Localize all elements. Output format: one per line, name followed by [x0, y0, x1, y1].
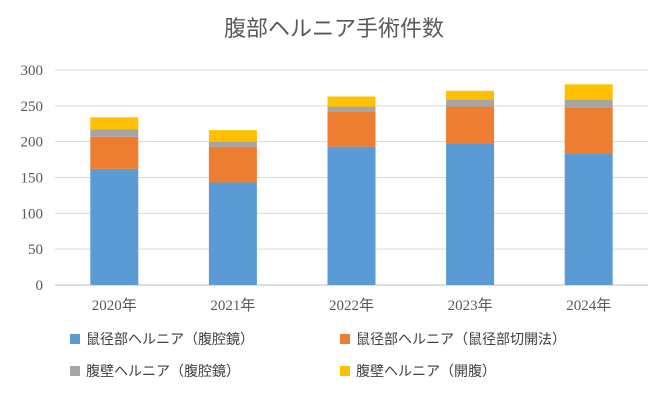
bar-segment — [446, 99, 495, 107]
legend-item: 腹壁ヘルニア（開腹） — [340, 363, 496, 380]
bar-segment — [208, 130, 257, 142]
x-tick-label: 2020年 — [92, 297, 137, 314]
x-tick-label: 2023年 — [448, 297, 493, 314]
bar-segment — [446, 143, 495, 285]
bar-segment — [564, 153, 613, 285]
bar-segment — [446, 106, 495, 144]
bar-segment — [327, 111, 376, 147]
bar-segment — [564, 99, 613, 108]
legend-label: 腹壁ヘルニア（腹腔鏡） — [86, 363, 240, 380]
x-tick-label: 2024年 — [566, 297, 611, 314]
bar-segment — [208, 146, 257, 183]
chart-title: 腹部ヘルニア手術件数 — [224, 17, 444, 42]
bar-segment — [327, 146, 376, 285]
bar-segment — [564, 84, 613, 100]
y-axis-ticks: 0 50 100 150 200 250 300 — [21, 63, 44, 294]
legend-label: 鼠径部ヘルニア（腹腔鏡） — [86, 331, 254, 348]
y-tick-label: 200 — [21, 135, 44, 151]
legend: 鼠径部ヘルニア（腹腔鏡） 鼠径部ヘルニア（鼠径部切開法） 腹壁ヘルニア（腹腔鏡） 腹壁… — [70, 331, 566, 380]
bar-segment — [327, 96, 376, 107]
y-tick-label: 100 — [21, 206, 44, 222]
bar-segment — [564, 107, 613, 154]
x-tick-label: 2021年 — [210, 297, 255, 314]
bar-segment — [208, 141, 257, 147]
x-axis-ticks: 2020年 2021年 2022年 2023年 2024年 — [92, 297, 611, 314]
legend-item: 腹壁ヘルニア（腹腔鏡） — [70, 363, 240, 380]
legend-item: 鼠径部ヘルニア（腹腔鏡） — [70, 331, 254, 348]
y-tick-label: 50 — [28, 242, 43, 258]
y-tick-label: 0 — [36, 278, 44, 294]
bar-segment — [90, 136, 139, 169]
legend-swatch — [340, 334, 350, 344]
bars — [90, 84, 613, 285]
bar-segment — [90, 168, 139, 285]
legend-swatch — [70, 334, 80, 344]
bar-segment — [327, 106, 376, 112]
legend-label: 腹壁ヘルニア（開腹） — [356, 363, 496, 380]
x-tick-label: 2022年 — [329, 297, 374, 314]
legend-swatch — [70, 366, 80, 376]
legend-item: 鼠径部ヘルニア（鼠径部切開法） — [340, 332, 566, 348]
bar-segment — [208, 182, 257, 285]
bar-segment — [90, 129, 139, 137]
legend-label: 鼠径部ヘルニア（鼠径部切開法） — [356, 332, 566, 348]
legend-swatch — [340, 366, 350, 376]
bar-segment — [446, 90, 495, 100]
bar-segment — [90, 117, 139, 130]
y-tick-label: 300 — [21, 63, 44, 79]
y-tick-label: 250 — [21, 99, 44, 115]
y-tick-label: 150 — [21, 171, 44, 187]
